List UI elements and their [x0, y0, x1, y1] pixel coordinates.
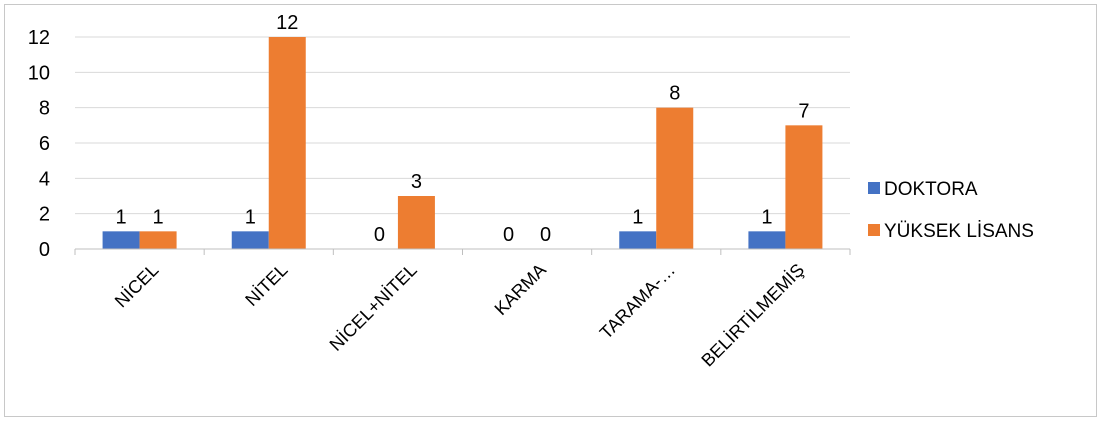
- bar: [619, 231, 657, 249]
- data-label: 0: [540, 224, 551, 246]
- category-label: BELİRTİLMEMİŞ: [697, 260, 808, 371]
- y-tick-label: 12: [28, 27, 50, 49]
- x-axis: [74, 248, 851, 255]
- data-label: 1: [761, 206, 772, 228]
- legend: DOKTORA YÜKSEK LİSANS: [868, 179, 1034, 242]
- bar: [139, 231, 177, 249]
- data-label: 1: [632, 206, 643, 228]
- legend-label: DOKTORA: [884, 179, 978, 200]
- gridlines: [75, 36, 850, 215]
- bars: [102, 37, 823, 250]
- data-label: 8: [669, 83, 680, 105]
- category-label: NİCEL: [111, 260, 163, 312]
- y-tick-label: 6: [39, 133, 50, 155]
- bar: [748, 231, 786, 249]
- data-label: 12: [276, 12, 298, 34]
- y-tick-label: 0: [39, 239, 50, 261]
- data-label: 0: [374, 224, 385, 246]
- category-label: NİCEL+NİTEL: [326, 260, 421, 355]
- y-tick-label: 4: [39, 168, 50, 190]
- bar: [268, 37, 306, 249]
- bar: [785, 125, 823, 249]
- bar: [397, 196, 435, 249]
- data-label: 1: [153, 206, 164, 228]
- data-labels: 1 1 1 12 0 3 0 0 1 8 1 7: [116, 12, 810, 246]
- data-label: 3: [411, 171, 422, 193]
- category-labels: NİCEL NİTEL NİCEL+NİTEL KARMA TARAMA-… BELİRT…: [111, 260, 808, 371]
- bar: [102, 231, 140, 249]
- data-label: 1: [116, 206, 127, 228]
- legend-swatch: [868, 182, 880, 194]
- y-tick-label: 8: [39, 98, 50, 120]
- data-label: 0: [503, 224, 514, 246]
- bar: [231, 231, 269, 249]
- data-label: 1: [245, 206, 256, 228]
- y-axis-ticks: 0 2 4 6 8 10 12: [28, 27, 50, 261]
- category-label: NİTEL: [241, 260, 291, 310]
- data-label: 7: [798, 100, 809, 122]
- category-label: TARAMA-…: [596, 260, 679, 343]
- y-tick-label: 2: [39, 204, 50, 226]
- legend-swatch: [868, 224, 880, 236]
- bar: [656, 107, 694, 250]
- y-tick-label: 10: [28, 62, 50, 84]
- category-label: KARMA: [491, 260, 550, 319]
- legend-label: YÜKSEK LİSANS: [884, 221, 1034, 242]
